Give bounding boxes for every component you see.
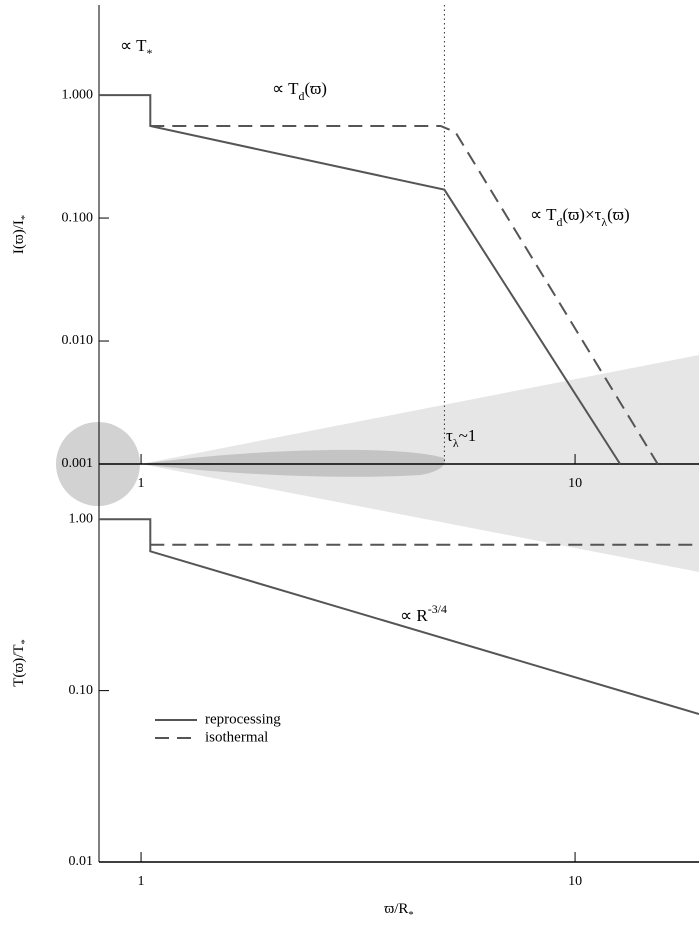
- y-tick-label: 1.000: [62, 87, 94, 102]
- y-axis-label: I(ϖ)/I*: [11, 215, 30, 254]
- text-part: d: [298, 89, 304, 103]
- text-part: ∝ R: [400, 606, 428, 625]
- x-tick-label: 10: [568, 874, 582, 889]
- annotation: ∝ R-3/4: [400, 602, 447, 625]
- text-part: I(ϖ)/I: [11, 220, 27, 254]
- text-part: ∝ T: [272, 79, 299, 98]
- text-part: d: [556, 215, 562, 229]
- annotation: ∝ Td(ϖ): [272, 79, 327, 103]
- series-line: [99, 518, 699, 715]
- text-part: (ϖ): [607, 205, 630, 224]
- text-part: (ϖ): [304, 79, 327, 98]
- text-part: ~1: [459, 426, 477, 445]
- text-part: T(ϖ)/T: [11, 644, 27, 686]
- text-part: *: [146, 46, 152, 60]
- y-tick-label: 0.01: [69, 854, 94, 869]
- text-part: ∝ T: [530, 205, 557, 224]
- text-part: λ: [453, 436, 459, 450]
- y-tick-label: 0.001: [62, 456, 94, 471]
- annotation: τλ~1: [446, 426, 476, 450]
- legend-label: reprocessing: [205, 711, 281, 727]
- y-tick-label: 0.10: [69, 683, 94, 698]
- y-tick-label: 0.100: [62, 210, 94, 225]
- y-tick-label: 1.00: [69, 511, 94, 526]
- x-tick-label: 1: [138, 476, 145, 491]
- x-tick-label: 1: [138, 874, 145, 889]
- text-part: -3/4: [428, 602, 447, 616]
- text-part: *: [20, 639, 31, 644]
- text-part: ∝ T: [120, 36, 147, 55]
- x-tick-label: 10: [568, 476, 582, 491]
- y-axis-label: T(ϖ)/T*: [11, 639, 30, 687]
- annotation: ∝ T*: [120, 36, 152, 60]
- series-line: [150, 125, 659, 465]
- text-part: τ: [446, 426, 453, 445]
- y-tick-label: 0.010: [62, 333, 94, 348]
- annotation: ∝ Td(ϖ)×τλ(ϖ): [530, 205, 630, 229]
- text-part: *: [408, 910, 413, 921]
- x-axis-label: ϖ/R*: [384, 901, 413, 920]
- text-part: *: [20, 215, 31, 220]
- text-part: (ϖ)×τ: [562, 205, 601, 224]
- legend-label: isothermal: [205, 729, 268, 745]
- text-part: λ: [601, 215, 607, 229]
- text-part: ϖ/R: [384, 901, 408, 917]
- star: [56, 422, 140, 506]
